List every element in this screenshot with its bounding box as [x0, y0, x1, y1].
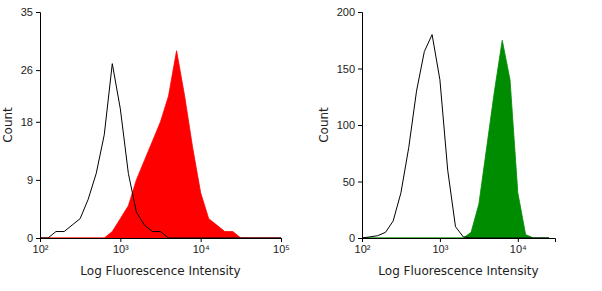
x-tick-mark	[518, 238, 519, 242]
y-tick: 26	[21, 64, 40, 76]
x-tick-label: 10²	[33, 243, 49, 255]
x-tick: 10⁴	[510, 238, 527, 255]
y-tick-mark	[358, 69, 362, 70]
y-axis: 0 9 18 26 35	[21, 6, 41, 244]
y-tick-label: 9	[27, 174, 33, 186]
x-axis-title: Log Fluorescence Intensity	[80, 264, 240, 278]
figure: 10² 10³ 10⁴ 10⁵ 0 9 18 26 35 Log Fluorescence Int…	[0, 0, 602, 291]
y-axis: 0 50 100 150 200	[337, 6, 363, 244]
y-tick: 18	[21, 116, 40, 128]
y-tick: 0	[349, 232, 362, 244]
x-axis-line	[41, 239, 282, 243]
x-tick-label: 10⁴	[193, 243, 210, 255]
y-tick-mark	[36, 180, 40, 181]
plot-area	[362, 35, 549, 238]
x-tick-mark	[201, 238, 202, 242]
y-axis-title: Count	[317, 107, 331, 143]
y-tick: 9	[27, 174, 40, 186]
y-tick-mark	[358, 125, 362, 126]
y-tick: 50	[343, 176, 362, 188]
panel: 10² 10³ 10⁴ 10⁵ 0 9 18 26 35 Log Fluorescence Int…	[1, 6, 290, 278]
y-tick-label: 150	[337, 63, 355, 75]
y-axis-line	[36, 13, 41, 239]
y-tick-label: 200	[337, 6, 355, 18]
y-axis-line	[358, 13, 363, 239]
y-tick-label: 0	[27, 232, 33, 244]
x-tick-label: 10²	[355, 243, 371, 255]
y-tick: 150	[337, 63, 362, 75]
outline-histogram	[362, 35, 549, 238]
outline-histogram	[40, 64, 281, 238]
y-tick: 35	[21, 6, 40, 18]
y-tick: 0	[27, 232, 40, 244]
y-tick-mark	[358, 238, 362, 239]
x-tick: 10⁵	[273, 238, 290, 255]
x-tick: 10³	[432, 238, 448, 255]
y-tick: 200	[337, 6, 362, 18]
y-tick-label: 100	[337, 119, 355, 131]
x-axis-title: Log Fluorescence Intensity	[378, 264, 538, 278]
x-tick: 10²	[33, 238, 49, 255]
x-axis: 10² 10³ 10⁴	[355, 238, 556, 255]
x-tick: 10²	[355, 238, 371, 255]
x-tick-mark	[440, 238, 441, 242]
plot-area	[40, 51, 281, 238]
y-tick: 100	[337, 119, 362, 131]
y-tick-label: 50	[343, 176, 355, 188]
y-tick-mark	[358, 12, 362, 13]
y-tick-mark	[36, 122, 40, 123]
x-tick-mark	[120, 238, 121, 242]
x-axis-line	[363, 239, 556, 243]
x-tick-label: 10³	[113, 243, 129, 255]
x-tick-label: 10⁴	[510, 243, 527, 255]
y-tick-label: 26	[21, 64, 33, 76]
y-tick-label: 0	[349, 232, 355, 244]
y-tick-label: 18	[21, 116, 33, 128]
x-tick: 10⁴	[193, 238, 210, 255]
x-tick-label: 10³	[432, 243, 448, 255]
x-axis: 10² 10³ 10⁴ 10⁵	[33, 238, 290, 255]
filled-histogram	[40, 51, 281, 238]
panel: 10² 10³ 10⁴ 0 50 100 150 200 Log Fluorescence In…	[317, 6, 556, 278]
y-tick-label: 35	[21, 6, 33, 18]
x-tick-label: 10⁵	[273, 243, 290, 255]
y-tick-mark	[36, 70, 40, 71]
filled-histogram	[362, 40, 549, 238]
x-tick-mark	[281, 238, 282, 242]
y-tick-mark	[36, 238, 40, 239]
y-tick-mark	[358, 182, 362, 183]
y-axis-title: Count	[1, 107, 15, 143]
y-tick-mark	[36, 12, 40, 13]
x-tick: 10³	[113, 238, 129, 255]
